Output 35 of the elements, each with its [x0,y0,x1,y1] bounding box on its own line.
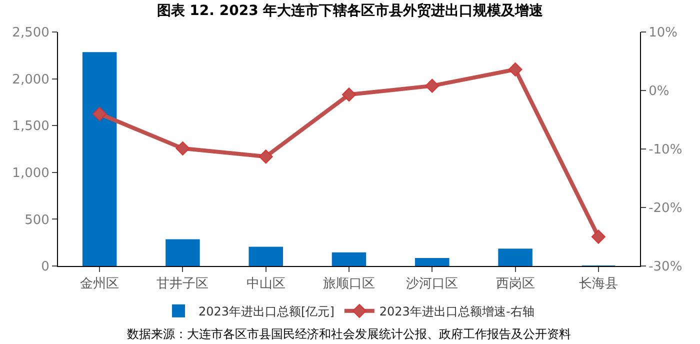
x-tick-label: 甘井子区 [156,276,209,292]
chart-title: 图表 12. 2023 年大连市下辖各区市县外贸进出口规模及增速 [156,2,544,19]
bar [415,258,450,266]
y2-tick-label: -20% [648,201,682,216]
y2-tick-label: 10% [648,26,678,41]
bar [332,252,366,266]
y2-tick-label: 0% [648,84,670,100]
point [508,62,522,76]
point [176,141,190,156]
point [92,106,107,121]
y-tick-label: 0 [41,260,50,275]
y-tick-label: 2,000 [12,72,50,88]
source-note: 数据来源：大连市各区市县国民经济和社会发展统计公报、政府工作报告及公开资料 [127,327,571,341]
point [342,88,356,102]
y-tick-label: 1,500 [12,119,50,134]
legend-label: 2023年进出口总额[亿元] [198,304,334,319]
y2-tick-label: -30% [648,260,682,275]
x-tick-label: 西岗区 [496,276,535,292]
y-tick-label: 500 [24,212,50,228]
x-tick-label: 沙河口区 [406,276,458,292]
point [258,150,273,164]
x-tick-label: 金州区 [80,276,120,292]
point [425,78,440,93]
y-tick-label: 2,500 [12,26,50,41]
legend-label: 2023年进出口总额增速-右轴 [379,304,534,319]
x-tick-label: 中山区 [246,276,286,292]
bar [498,248,532,266]
y2-tick-label: -10% [648,142,682,158]
x-tick-label: 旅顺口区 [323,276,375,292]
point [591,230,606,244]
bar [82,52,117,266]
bar [166,239,200,266]
y-tick-label: 1,000 [12,166,50,181]
x-tick-label: 长海县 [578,276,618,292]
bar [248,246,283,266]
